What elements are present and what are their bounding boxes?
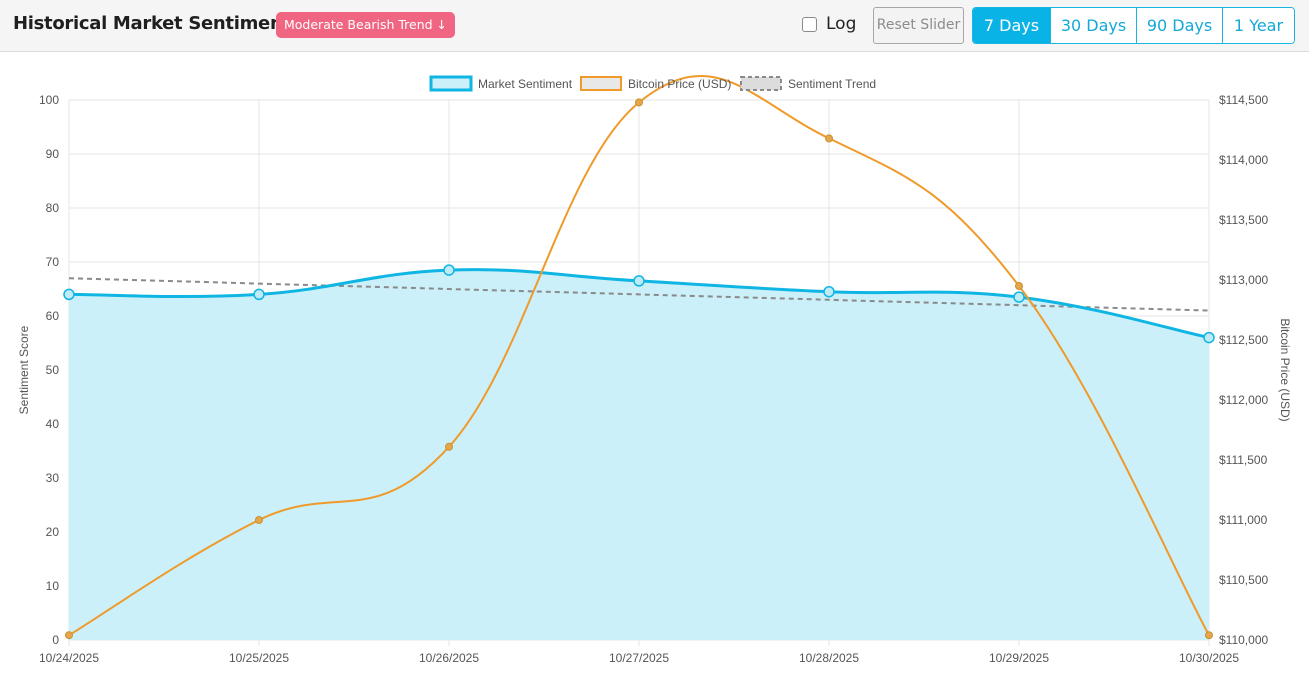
range-1-year-button[interactable]: 1 Year [1222,8,1294,43]
y2-tick-label: $113,000 [1219,273,1268,287]
sentiment-point[interactable] [633,275,645,287]
y2-tick-label: $110,000 [1219,633,1268,647]
y-tick-label: 100 [39,93,59,107]
legend-label: Market Sentiment [478,77,573,91]
range-7-days-button[interactable]: 7 Days [973,8,1050,43]
time-range-selector: 7 Days 30 Days 90 Days 1 Year [972,7,1295,44]
sentiment-point[interactable] [823,285,835,298]
y-tick-label: 10 [46,579,60,593]
log-toggle[interactable]: Log [802,14,856,34]
x-tick-label: 10/24/2025 [39,651,99,665]
y2-tick-label: $111,000 [1219,513,1268,527]
legend-label: Sentiment Trend [788,77,876,91]
y2-tick-label: $114,500 [1219,93,1268,107]
sentiment-area [69,269,1209,640]
header-bar: Historical Market Sentiment Moderate Bea… [0,0,1309,52]
y2-tick-label: $112,500 [1219,333,1268,347]
x-tick-label: 10/30/2025 [1179,651,1239,665]
y2-tick-label: $111,500 [1219,453,1268,467]
bitcoin-price-point[interactable] [1015,282,1023,290]
legend-swatch[interactable] [580,76,622,91]
sentiment-trend-line [68,277,1210,312]
x-tick-label: 10/27/2025 [609,651,669,665]
x-tick-label: 10/29/2025 [989,651,1049,665]
sentiment-point[interactable] [63,288,75,301]
sentiment-point[interactable] [1203,331,1215,344]
x-tick-label: 10/26/2025 [419,651,479,665]
bitcoin-price-point[interactable] [445,442,453,451]
y2-tick-label: $110,500 [1219,573,1268,587]
y2-axis-title: Bitcoin Price (USD) [1278,318,1292,421]
y-tick-label: 0 [52,633,59,647]
page-title: Historical Market Sentiment [13,13,291,34]
y-tick-label: 20 [46,525,60,539]
sentiment-chart[interactable]: 0 10 20 30 40 50 60 70 80 90 100 $110,000 $110,500 $1… [0,53,1309,676]
y-tick-label: 60 [46,309,60,323]
bitcoin-price-point[interactable] [825,134,833,143]
y-axis-title: Sentiment Score [17,325,31,414]
y-tick-label: 40 [46,417,60,431]
trend-badge: Moderate Bearish Trend ↓ [276,12,456,38]
bitcoin-price-point[interactable] [65,631,73,640]
bitcoin-price-point[interactable] [635,98,643,107]
y-tick-label: 50 [46,363,60,377]
y-tick-label: 90 [46,147,60,161]
y2-tick-label: $113,500 [1219,213,1268,227]
legend-swatch[interactable] [740,76,782,91]
log-label: Log [826,14,857,34]
x-tick-label: 10/25/2025 [229,651,289,665]
sentiment-point[interactable] [443,264,455,276]
bitcoin-price-point[interactable] [1205,631,1213,640]
y-tick-label: 70 [46,255,60,269]
range-90-days-button[interactable]: 90 Days [1136,8,1222,43]
reset-slider-button[interactable]: Reset Slider [873,7,964,44]
log-checkbox[interactable] [802,16,817,32]
y-tick-label: 80 [46,201,60,215]
y-tick-label: 30 [46,471,60,485]
sentiment-point[interactable] [253,288,265,301]
legend-label: Bitcoin Price (USD) [628,77,731,91]
bitcoin-price-point[interactable] [255,516,263,524]
sentiment-point[interactable] [1013,291,1025,303]
y2-tick-label: $112,000 [1219,393,1268,407]
range-30-days-button[interactable]: 30 Days [1050,8,1136,43]
y2-tick-label: $114,000 [1219,153,1268,167]
x-tick-label: 10/28/2025 [799,651,859,665]
legend-swatch[interactable] [429,75,473,92]
